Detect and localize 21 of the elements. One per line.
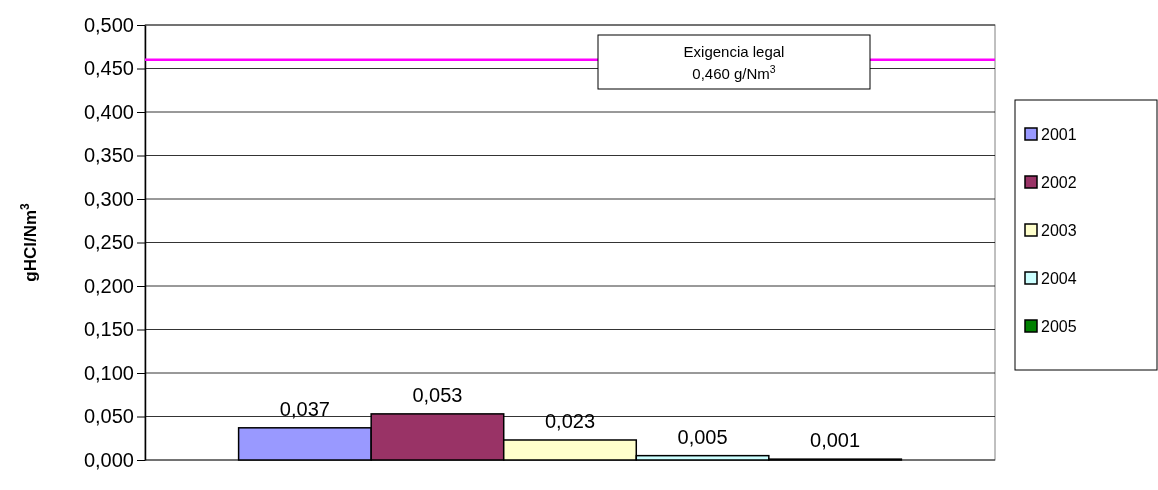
- y-tick-label: 0,050: [83, 405, 134, 428]
- y-tick-label: 0,100: [83, 361, 134, 384]
- legend-label: 2003: [1041, 222, 1077, 239]
- legend-label: 2001: [1041, 126, 1077, 143]
- y-tick-label: 0,500: [83, 13, 134, 36]
- data-label: 0,037: [279, 397, 330, 420]
- data-label: 0,005: [677, 425, 728, 448]
- y-tick-label: 0,350: [83, 144, 134, 167]
- legend-label: 2004: [1041, 270, 1077, 287]
- legend-label: 2005: [1041, 318, 1077, 335]
- y-tick-label: 0,000: [83, 448, 134, 471]
- y-tick-label: 0,300: [83, 187, 134, 210]
- y-tick-label: 0,150: [83, 318, 134, 341]
- y-tick-label: 0,200: [83, 274, 134, 297]
- y-tick-label: 0,450: [83, 57, 134, 80]
- legend-label: 2002: [1041, 174, 1077, 191]
- data-label: 0,001: [810, 429, 861, 452]
- y-tick-label: 0,400: [83, 100, 134, 123]
- ref-line-label: Exigencia legal 0,460 g/Nm$^{3}$: [683, 43, 785, 82]
- data-label: 0,053: [412, 383, 463, 406]
- y-tick-label: 0,250: [83, 231, 134, 254]
